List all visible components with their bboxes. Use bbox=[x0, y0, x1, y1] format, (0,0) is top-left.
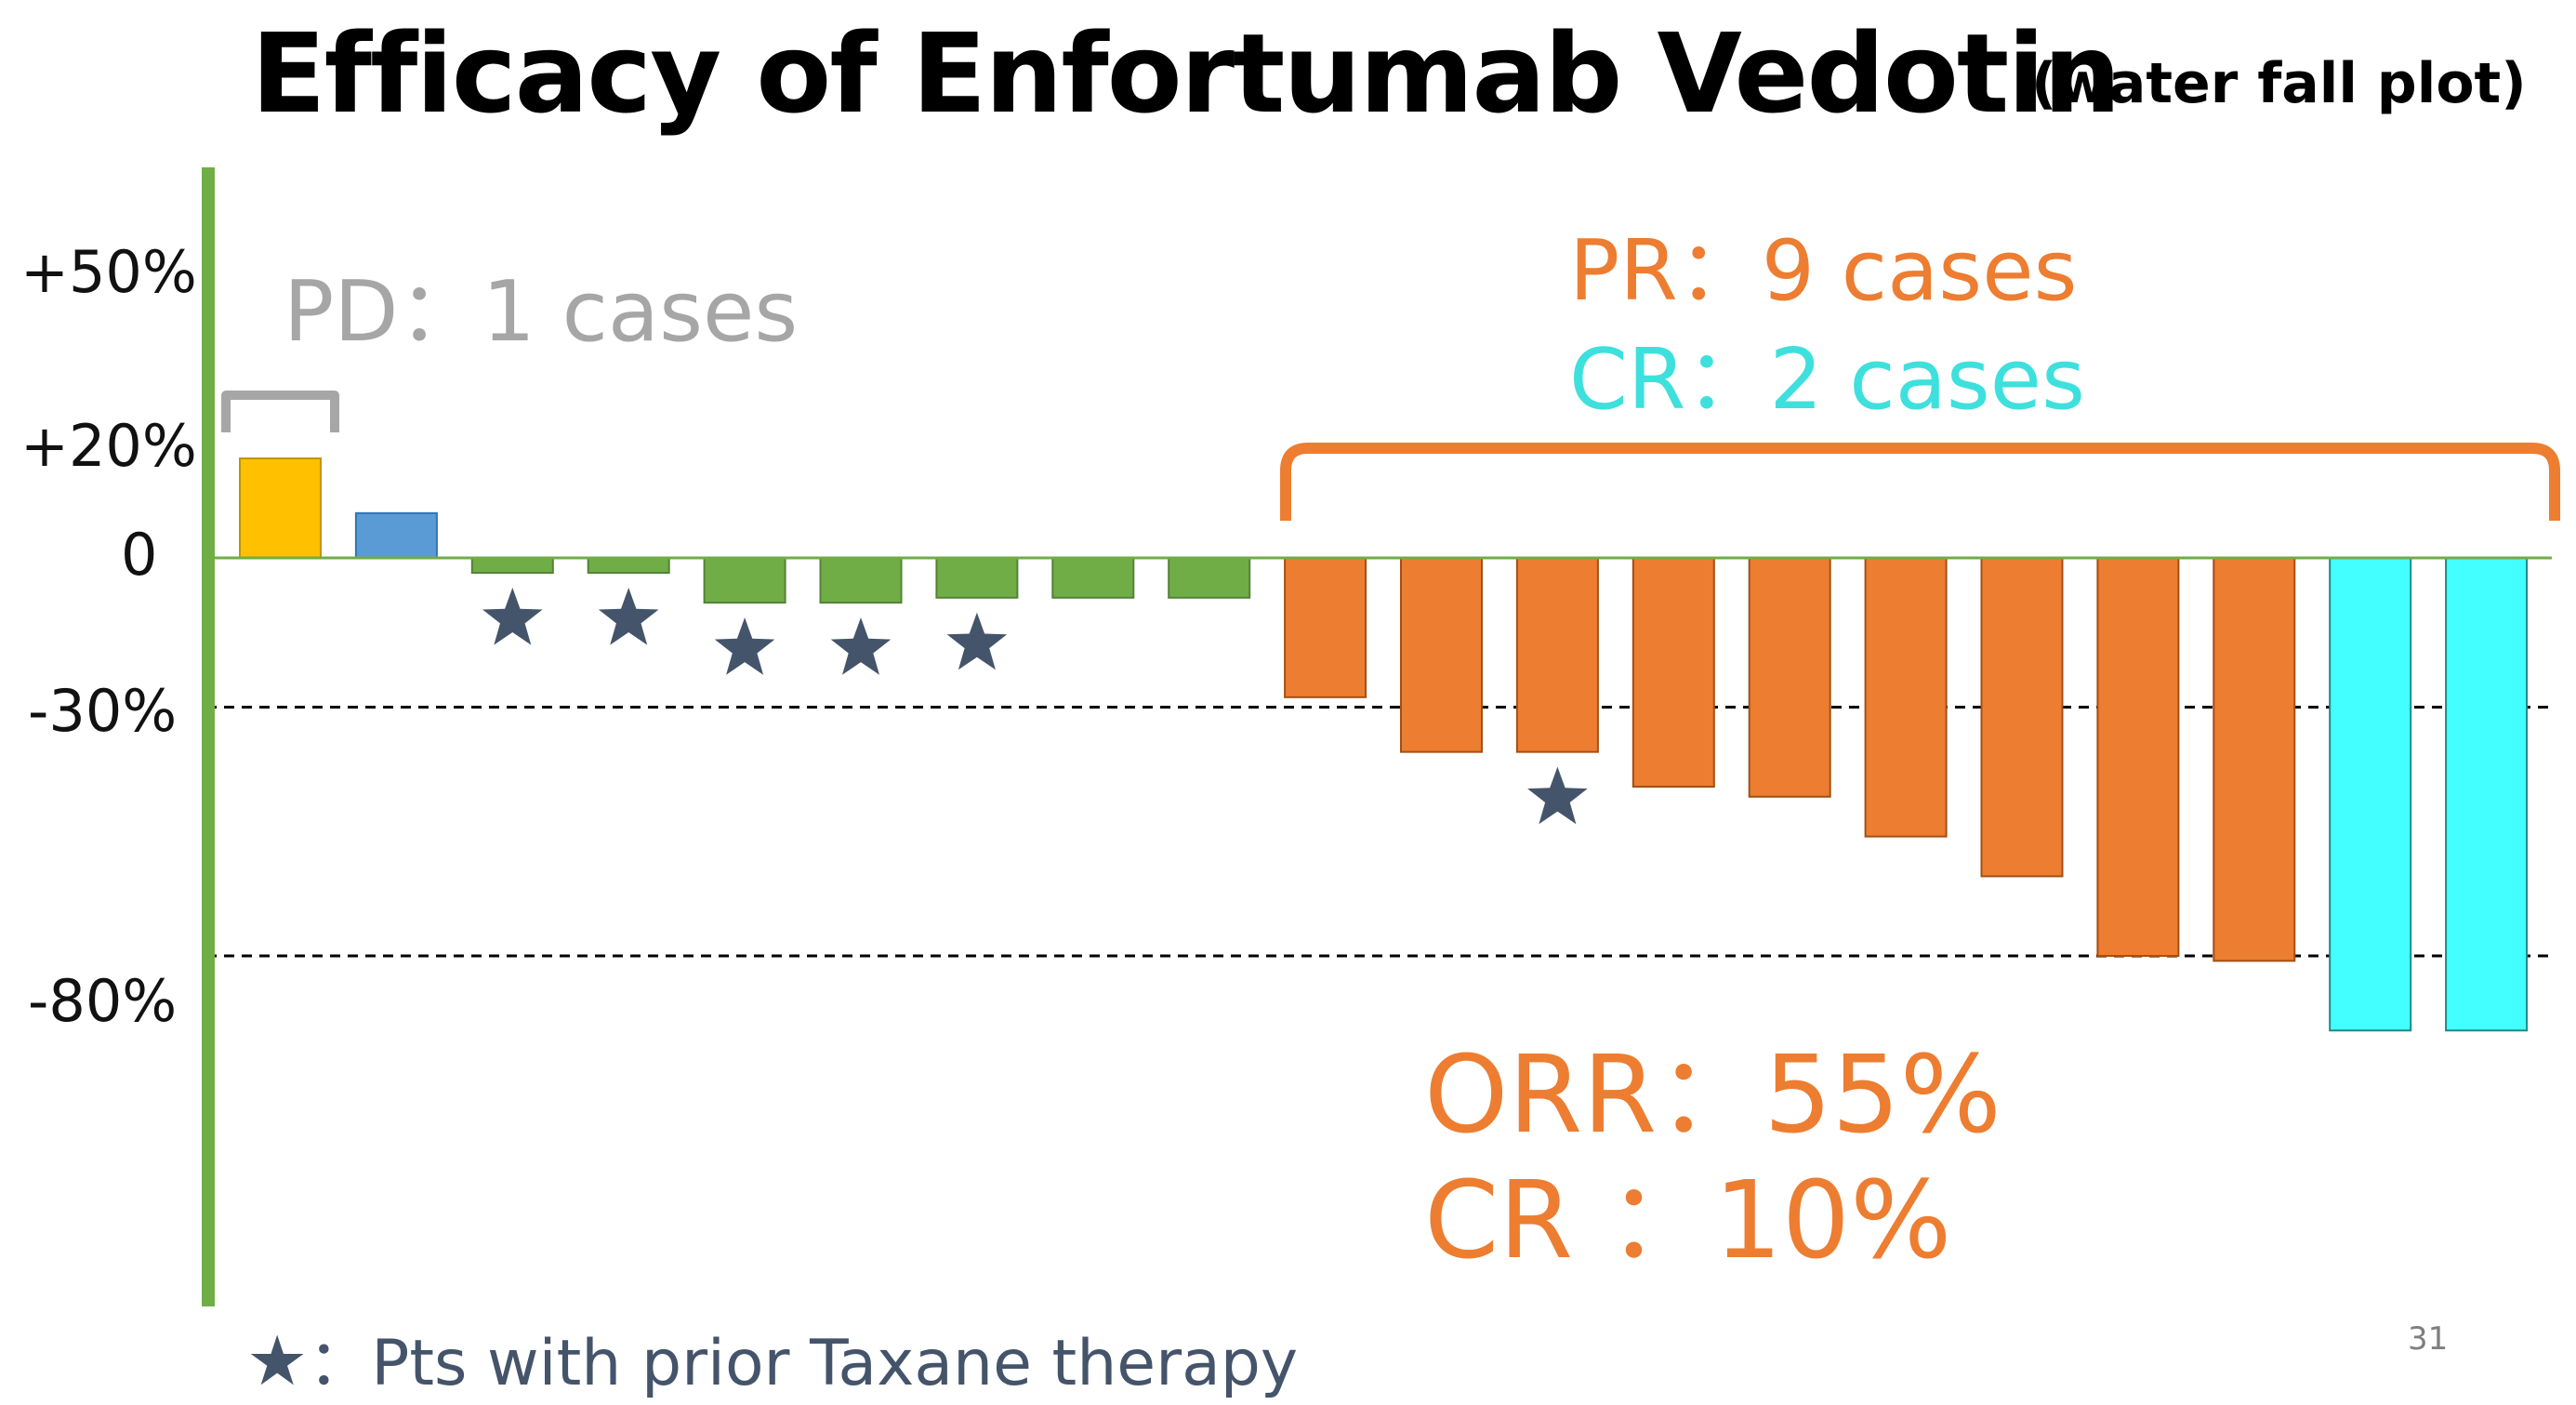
chart-title: Efficacy of Enfortumab Vedotin bbox=[251, 9, 2121, 138]
bar-18 bbox=[2213, 557, 2296, 962]
bar-12 bbox=[1515, 557, 1599, 753]
legend-text: ：Pts with prior Taxane therapy bbox=[308, 1327, 1299, 1400]
bar-10 bbox=[1284, 557, 1367, 698]
page-number: 31 bbox=[2408, 1320, 2449, 1358]
bar-3 bbox=[470, 557, 554, 575]
y-tick-label-plus20: +20% bbox=[20, 412, 197, 480]
bar-5 bbox=[703, 557, 786, 604]
bar-1 bbox=[239, 457, 322, 559]
bar-9 bbox=[1168, 557, 1251, 599]
taxane-star-icon-12 bbox=[1527, 766, 1588, 825]
y-tick-label-minus80: -80% bbox=[28, 967, 178, 1035]
y-tick-label-minus30: -30% bbox=[28, 677, 178, 745]
bar-4 bbox=[587, 557, 670, 575]
chart-subtitle: (water fall plot) bbox=[2031, 51, 2527, 116]
bar-20 bbox=[2445, 557, 2529, 1032]
bar-2 bbox=[354, 511, 438, 559]
y-tick-label-zero: 0 bbox=[121, 521, 158, 589]
y-tick-label-plus50: +50% bbox=[20, 238, 197, 306]
pr-count-annotation: PR：9 cases bbox=[1569, 222, 2078, 320]
taxane-star-icon-5 bbox=[714, 617, 775, 675]
orr-annotation: ORR：55% bbox=[1424, 1033, 2001, 1158]
bar-14 bbox=[1748, 557, 1831, 798]
pd-bracket bbox=[221, 391, 339, 432]
bar-7 bbox=[935, 557, 1019, 599]
star-icon: ★ bbox=[246, 1321, 309, 1401]
taxane-star-icon-4 bbox=[598, 588, 659, 645]
taxane-star-icon-3 bbox=[482, 588, 543, 645]
bar-19 bbox=[2329, 557, 2412, 1032]
bar-15 bbox=[1864, 557, 1948, 838]
taxane-star-icon-7 bbox=[946, 612, 1008, 670]
pd-count-annotation: PD：1 cases bbox=[284, 263, 799, 361]
response-bracket bbox=[1280, 443, 2560, 521]
bar-6 bbox=[819, 557, 903, 604]
taxane-star-icon-6 bbox=[830, 617, 892, 675]
legend: ★：Pts with prior Taxane therapy bbox=[246, 1311, 1298, 1403]
bar-16 bbox=[1980, 557, 2064, 878]
bar-17 bbox=[2096, 557, 2180, 957]
cr-count-annotation: CR：2 cases bbox=[1569, 331, 2086, 429]
bar-11 bbox=[1400, 557, 1483, 753]
bar-8 bbox=[1051, 557, 1135, 599]
bar-13 bbox=[1631, 557, 1715, 789]
cr-rate-annotation: CR ：10% bbox=[1424, 1159, 1952, 1283]
